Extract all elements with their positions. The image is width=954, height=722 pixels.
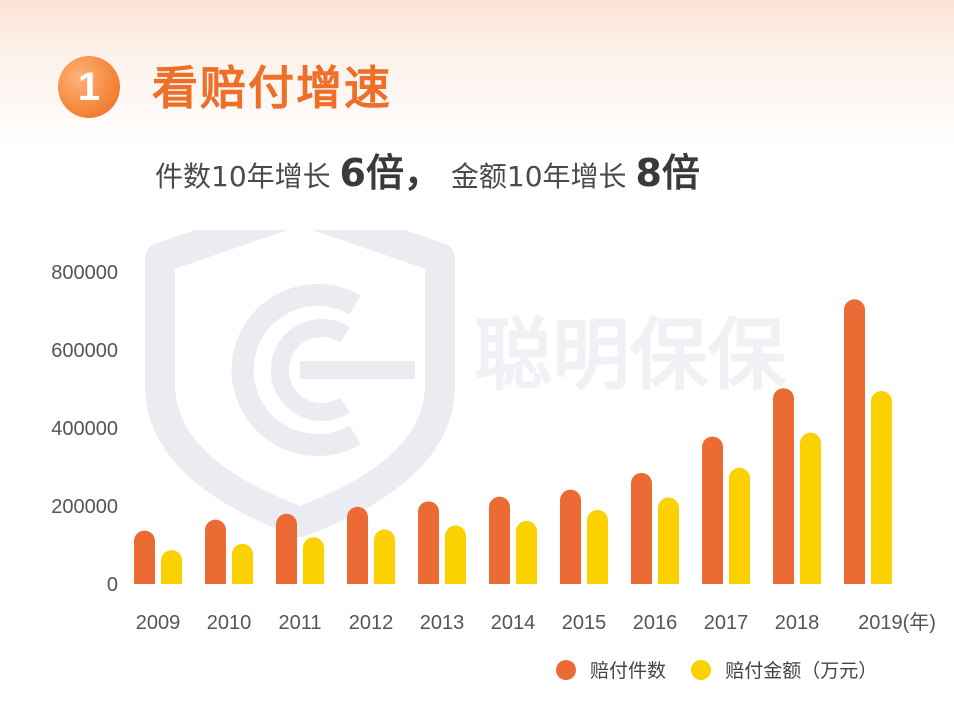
bar-claims-count — [631, 472, 652, 584]
legend-orange-dot-icon — [556, 659, 576, 680]
y-tick-label: 0 — [107, 574, 118, 596]
bar-claims-amount — [587, 509, 608, 584]
x-tick-label: 2019(年) — [858, 611, 936, 634]
subtitle: 件数10年增长 6倍， 金额10年增长 8倍 — [155, 142, 700, 197]
subtitle-amount-text: 金额10年增长 — [450, 160, 627, 193]
bar-claims-count — [418, 501, 439, 584]
bar-claims-count — [347, 506, 368, 584]
bar-claims-amount — [516, 520, 537, 584]
bar-claims-amount — [658, 497, 679, 584]
section-number-badge: 1 — [58, 56, 120, 118]
x-tick-label: 2011 — [278, 612, 321, 634]
header: 1 看赔付增速 件数10年增长 6倍， 金额10年增长 8倍 — [0, 0, 954, 200]
bar-claims-count — [702, 436, 723, 584]
x-tick-label: 2015 — [562, 612, 607, 634]
x-tick-label: 2013 — [420, 612, 465, 634]
subtitle-amount-value: 8倍 — [635, 151, 700, 195]
y-axis: 800000 600000 400000 200000 0 — [51, 262, 118, 596]
bar-claims-amount — [303, 537, 324, 584]
legend-label-amount: 赔付金额（万元） — [725, 660, 878, 682]
legend-label-count: 赔付件数 — [590, 660, 667, 682]
bar-claims-amount — [871, 390, 892, 584]
x-tick-label: 2012 — [349, 612, 394, 634]
bar-claims-amount — [374, 529, 395, 584]
legend: 赔付件数 赔付金额（万元） — [556, 656, 897, 686]
bar-claims-count — [560, 489, 581, 584]
subtitle-count-value: 6倍 — [339, 151, 404, 195]
bar-claims-count — [489, 496, 510, 584]
watermark: 聪明保保 — [145, 230, 787, 537]
x-tick-label: 2017 — [704, 612, 749, 634]
watermark-logo-arc-icon — [231, 284, 361, 456]
x-tick-label: 2010 — [207, 612, 252, 634]
y-tick-label: 800000 — [51, 262, 118, 284]
bar-claims-count — [773, 388, 794, 584]
bar-claims-count — [134, 530, 155, 584]
x-tick-label: 2018 — [775, 612, 820, 634]
x-tick-label: 2014 — [491, 612, 536, 634]
watermark-logo-inner-arc-icon — [270, 319, 350, 421]
bar-claims-amount — [800, 432, 821, 584]
bar-claims-count — [276, 513, 297, 584]
legend-item-amount: 赔付金额（万元） — [691, 656, 877, 683]
section-title: 看赔付增速 — [152, 61, 392, 115]
y-tick-label: 400000 — [51, 418, 118, 440]
bar-claims-amount — [161, 550, 182, 584]
subtitle-count-text: 件数10年增长 — [155, 160, 331, 193]
bar-claims-count — [844, 299, 865, 584]
x-tick-label: 2016 — [633, 612, 678, 634]
watermark-shield-icon — [145, 230, 455, 537]
y-tick-label: 600000 — [51, 340, 118, 362]
legend-item-count: 赔付件数 — [556, 656, 666, 683]
legend-yellow-dot-icon — [691, 659, 712, 680]
watermark-text: 聪明保保 — [474, 311, 787, 401]
bar-claims-amount — [232, 543, 253, 584]
bar-claims-amount — [729, 467, 750, 584]
x-tick-label: 2009 — [136, 612, 181, 634]
bar-claims-amount — [445, 525, 466, 584]
subtitle-separator: ， — [404, 151, 443, 195]
y-tick-label: 200000 — [51, 496, 118, 518]
bar-claims-count — [205, 519, 226, 584]
bars — [134, 299, 892, 584]
x-axis: 2009 2010 2011 2012 2013 2014 2015 2016 2017 2018… — [136, 611, 936, 634]
